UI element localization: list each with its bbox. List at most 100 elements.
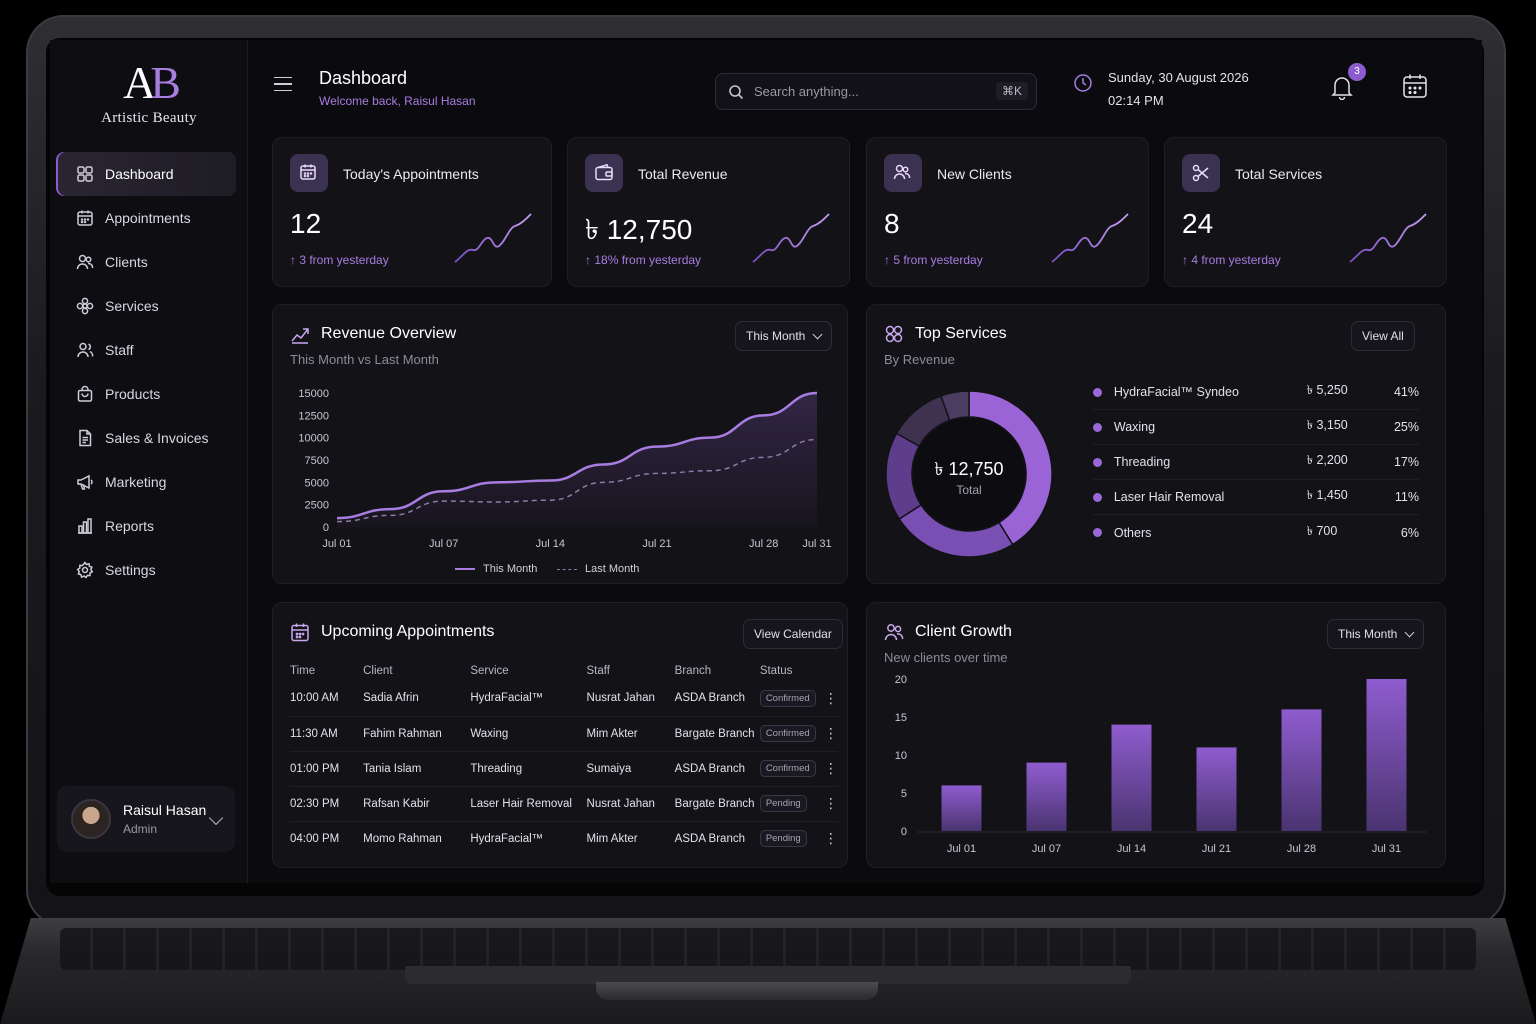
stat-delta: ↑ 4 from yesterday xyxy=(1182,253,1281,267)
sidebar: AB Artistic Beauty Dashboard Appointments… xyxy=(50,40,248,883)
sparkline xyxy=(1349,213,1427,263)
donut-total-value: ৳ 12,750 xyxy=(934,459,1004,479)
service-amount: ৳ 3,150 xyxy=(1306,418,1348,432)
megaphone-icon xyxy=(77,474,93,490)
revenue-overview-subtitle: This Month vs Last Month xyxy=(290,352,439,367)
calendar-icon xyxy=(300,164,316,180)
more-options-icon[interactable]: ⋮ xyxy=(823,760,838,776)
bar xyxy=(1196,747,1237,831)
table-row[interactable]: 02:30 PM Rafsan Kabir Laser Hair Removal Nu… xyxy=(290,786,838,822)
bar xyxy=(1111,724,1152,831)
search-input[interactable] xyxy=(754,84,984,99)
y-tick-label: 12500 xyxy=(298,410,329,422)
table-cell: Threading xyxy=(470,751,587,787)
table-row[interactable]: 01:00 PM Tania Islam Threading Sumaiya ASDA … xyxy=(290,751,838,787)
sidebar-item-label: Sales & Invoices xyxy=(105,430,209,446)
table-row[interactable]: 11:30 AM Fahim Rahman Waxing Mim Akter Barga… xyxy=(290,716,838,752)
user-menu[interactable]: Raisul Hasan Admin xyxy=(57,786,235,852)
sidebar-item-services[interactable]: Services xyxy=(56,284,236,328)
sidebar-item-label: Dashboard xyxy=(105,166,174,182)
service-amount: ৳ 700 xyxy=(1306,523,1338,538)
sparkline xyxy=(752,213,830,263)
x-tick-label: Jul 28 xyxy=(749,538,778,550)
y-tick-label: 2500 xyxy=(305,500,329,512)
grid-icon xyxy=(77,166,93,182)
user-name: Raisul Hasan xyxy=(123,802,207,818)
staff-icon xyxy=(77,342,94,358)
view-all-button[interactable]: View All xyxy=(1351,321,1415,351)
y-tick-label: 10 xyxy=(895,750,907,762)
table-row[interactable]: 10:00 AM Sadia Afrin HydraFacial™ Nusrat Ja… xyxy=(290,681,838,717)
sidebar-item-dashboard[interactable]: Dashboard xyxy=(56,152,236,196)
y-tick-label: 0 xyxy=(901,826,907,838)
table-cell: Rafsan Kabir xyxy=(363,786,471,822)
stat-title: Total Revenue xyxy=(638,166,728,182)
sidebar-item-products[interactable]: Products xyxy=(56,372,236,416)
status-badge: Confirmed xyxy=(759,725,816,742)
more-options-icon[interactable]: ⋮ xyxy=(823,725,838,741)
legend-dot xyxy=(1093,528,1102,537)
service-amount: ৳ 1,450 xyxy=(1306,488,1348,502)
service-percent: 11% xyxy=(1394,490,1419,504)
table-cell: HydraFacial™ xyxy=(470,832,544,845)
stat-icon-box xyxy=(585,154,623,192)
status-badge: Confirmed xyxy=(759,689,816,707)
wallet-icon xyxy=(595,163,613,181)
column-header: Status xyxy=(759,665,793,677)
flower-icon xyxy=(76,297,94,315)
keyboard xyxy=(60,928,1476,970)
stat-card-total-services: Total Services 24 ↑ 4 from yesterday xyxy=(1164,137,1447,287)
upcoming-appointments-card: Upcoming Appointments View Calendar Time… xyxy=(272,602,848,868)
sparkline xyxy=(1051,213,1129,263)
sidebar-item-appointments[interactable]: Appointments xyxy=(56,196,236,240)
view-calendar-button[interactable]: View Calendar xyxy=(743,619,843,649)
sidebar-item-clients[interactable]: Clients xyxy=(56,240,236,284)
services-donut-chart xyxy=(885,390,1053,558)
status-badge: Confirmed xyxy=(759,760,816,777)
app-screen: AB Artistic Beauty Dashboard Appointments… xyxy=(50,40,1482,883)
stat-card-new-clients: New Clients 8 ↑ 5 from yesterday xyxy=(866,137,1149,287)
avatar xyxy=(71,799,111,839)
y-tick-label: 5 xyxy=(901,788,907,800)
service-percent: 6% xyxy=(1400,525,1419,540)
sidebar-item-settings[interactable]: Settings xyxy=(56,548,236,592)
sidebar-item-reports[interactable]: Reports xyxy=(56,504,236,548)
sidebar-item-label: Appointments xyxy=(105,210,191,226)
search-box: ⌘K xyxy=(715,73,1037,110)
chevron-down-icon xyxy=(812,329,823,340)
more-options-icon[interactable]: ⋮ xyxy=(823,689,838,706)
table-cell: Bargate Branch xyxy=(674,716,760,752)
client-growth-bar-chart: 0 5 10 15 20 Jul 01 Jul 07 Jul 14 Jul 21 Jul 28 Ju… xyxy=(895,674,1427,855)
trackpad xyxy=(405,966,1131,984)
calendar-icon[interactable] xyxy=(1402,73,1428,99)
table-cell: Bargate Branch xyxy=(674,786,760,822)
menu-toggle-button[interactable] xyxy=(274,77,292,91)
sidebar-item-sales-invoices[interactable]: Sales & Invoices xyxy=(56,416,236,460)
sidebar-item-marketing[interactable]: Marketing xyxy=(56,460,236,504)
bell-icon[interactable] xyxy=(1330,74,1354,100)
more-options-icon[interactable]: ⋮ xyxy=(823,830,838,847)
table-cell: Mim Akter xyxy=(586,832,638,845)
stat-title: New Clients xyxy=(937,166,1012,182)
search-icon xyxy=(729,84,744,99)
revenue-period-select[interactable]: This Month xyxy=(735,321,833,351)
revenue-period-label: This Month xyxy=(746,329,806,343)
column-header: Time xyxy=(290,665,316,677)
sidebar-item-staff[interactable]: Staff xyxy=(56,328,236,372)
bar xyxy=(1366,679,1407,831)
service-percent: 25% xyxy=(1393,420,1419,434)
growth-period-select[interactable]: This Month xyxy=(1327,619,1425,649)
x-tick-label: Jul 21 xyxy=(1202,843,1231,855)
table-row[interactable]: 04:00 PM Momo Rahman HydraFacial™ Mim Akter… xyxy=(290,821,838,856)
x-tick-label: Jul 07 xyxy=(429,538,458,550)
sidebar-item-label: Staff xyxy=(105,342,134,358)
sidebar-nav: Dashboard Appointments Clients Services Staf… xyxy=(56,152,236,592)
more-options-icon[interactable]: ⋮ xyxy=(823,795,838,811)
donut-slice xyxy=(968,390,1053,546)
client-growth-subtitle: New clients over time xyxy=(884,650,1008,665)
stat-icon-box xyxy=(1182,154,1220,192)
y-tick-label: 15 xyxy=(895,712,907,724)
calendar-icon xyxy=(77,210,93,226)
column-header: Staff xyxy=(586,665,610,677)
service-amount: ৳ 2,200 xyxy=(1306,453,1348,467)
